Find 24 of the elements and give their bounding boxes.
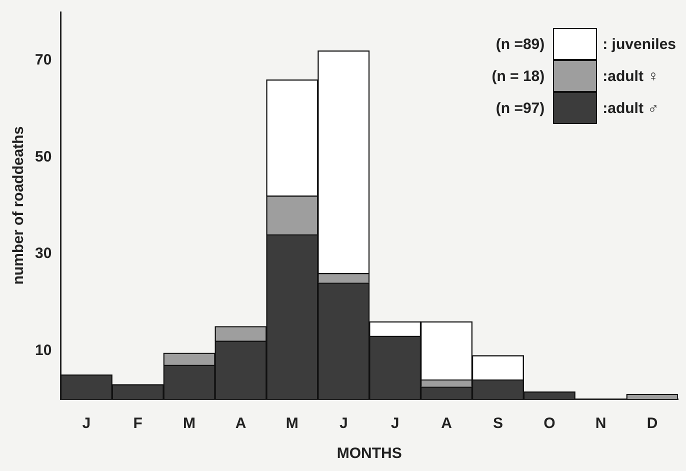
legend-label: :adult ♂ <box>602 100 659 116</box>
y-tick-label: 70 <box>34 52 52 69</box>
x-tick-label: A <box>441 415 452 432</box>
x-tick-label: F <box>133 415 142 432</box>
y-tick-label: 10 <box>34 342 52 359</box>
x-tick-label: M <box>183 415 196 432</box>
annotation: (n = 18) <box>490 68 545 84</box>
annotation: (n =89) <box>494 36 545 52</box>
x-tick-label: O <box>544 415 556 432</box>
x-tick-label: N <box>595 415 606 432</box>
x-tick-label: D <box>646 415 658 432</box>
x-tick-label: M <box>286 415 298 432</box>
legend-label: :adult ♀ <box>602 68 659 84</box>
x-tick-label: J <box>82 415 91 432</box>
x-tick-label: A <box>235 415 246 432</box>
y-tick-label: 30 <box>34 245 52 262</box>
annotation: (n =97) <box>494 100 545 116</box>
y-axis-title: number of roaddeaths <box>10 126 28 285</box>
x-tick-label: J <box>390 415 400 432</box>
legend-label: : juveniles <box>602 36 676 52</box>
x-tick-label: S <box>492 415 503 432</box>
y-tick-label: 50 <box>34 148 52 166</box>
x-axis-title: MONTHS <box>336 445 402 462</box>
x-tick-label: J <box>339 415 348 432</box>
